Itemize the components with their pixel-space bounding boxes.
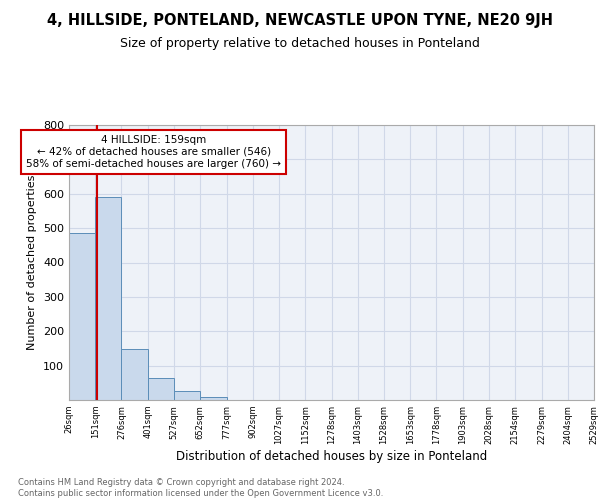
Text: 4 HILLSIDE: 159sqm
← 42% of detached houses are smaller (546)
58% of semi-detach: 4 HILLSIDE: 159sqm ← 42% of detached hou… xyxy=(26,136,281,168)
Bar xyxy=(148,378,174,400)
Y-axis label: Number of detached properties: Number of detached properties xyxy=(28,175,37,350)
X-axis label: Distribution of detached houses by size in Ponteland: Distribution of detached houses by size … xyxy=(176,450,487,462)
Text: 4, HILLSIDE, PONTELAND, NEWCASTLE UPON TYNE, NE20 9JH: 4, HILLSIDE, PONTELAND, NEWCASTLE UPON T… xyxy=(47,12,553,28)
Bar xyxy=(121,349,148,400)
Bar xyxy=(200,397,227,400)
Text: Size of property relative to detached houses in Ponteland: Size of property relative to detached ho… xyxy=(120,38,480,51)
Bar xyxy=(95,197,121,400)
Bar xyxy=(174,391,200,400)
Bar xyxy=(69,232,95,400)
Text: Contains HM Land Registry data © Crown copyright and database right 2024.
Contai: Contains HM Land Registry data © Crown c… xyxy=(18,478,383,498)
